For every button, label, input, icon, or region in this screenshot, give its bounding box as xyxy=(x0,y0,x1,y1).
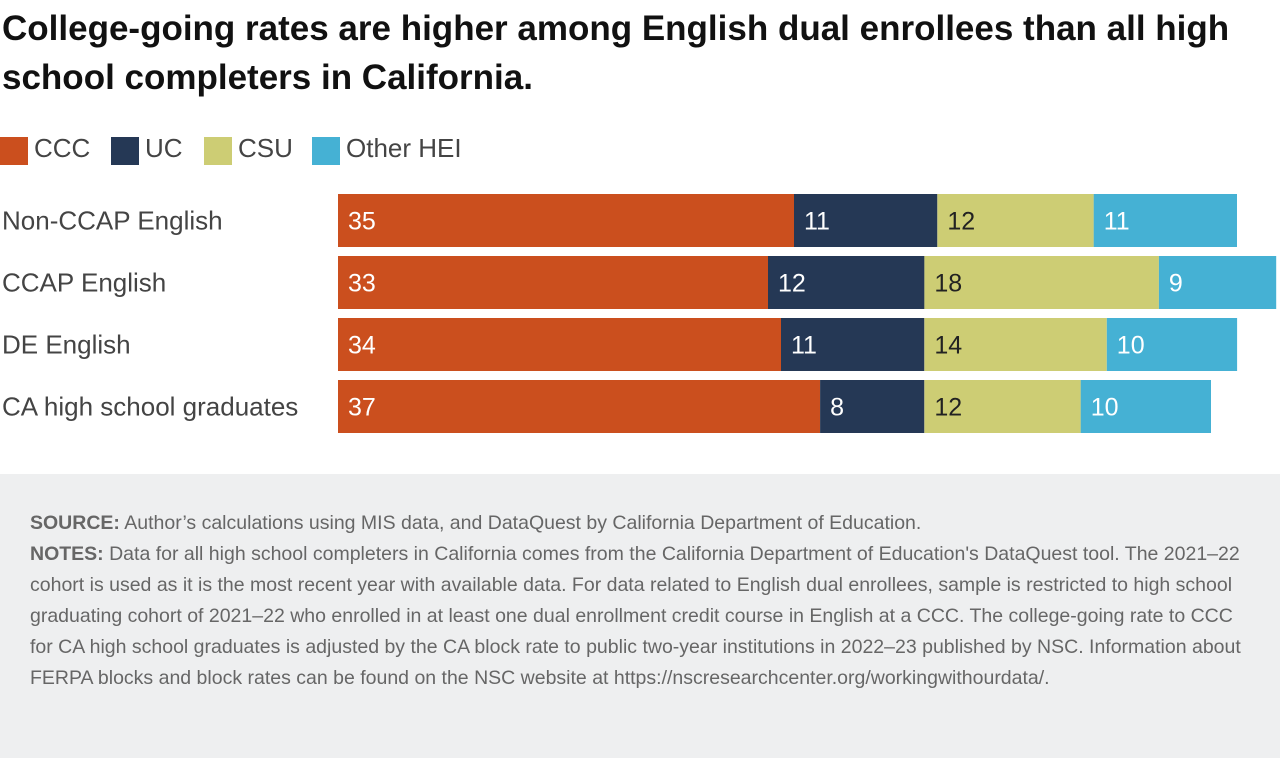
bar-value-label: 12 xyxy=(778,270,806,298)
bar-segment xyxy=(937,194,1094,247)
bar-value-label: 12 xyxy=(947,208,975,236)
category-label: Non-CCAP English xyxy=(2,206,223,236)
legend-label-ccc: CCC xyxy=(34,133,91,163)
bar-segment xyxy=(338,318,781,371)
bar-segment xyxy=(1093,194,1237,247)
notes-text: Data for all high school completers in C… xyxy=(30,543,1241,689)
bar-segment xyxy=(1106,318,1238,371)
category-label: CCAP English xyxy=(2,268,166,298)
bar-value-label: 18 xyxy=(934,270,962,298)
bar-value-label: 34 xyxy=(348,332,376,360)
bar-value-label: 14 xyxy=(934,332,962,360)
bar-segment xyxy=(338,256,768,309)
notes-lead: NOTES: xyxy=(30,543,104,565)
bar-value-label: 11 xyxy=(804,208,830,236)
bar-value-label: 10 xyxy=(1091,394,1119,422)
source-lead: SOURCE: xyxy=(30,512,120,534)
chart-footer: SOURCE: Author’s calculations using MIS … xyxy=(0,474,1280,758)
category-label: CA high school graduates xyxy=(2,392,298,422)
bar-segment xyxy=(338,194,794,247)
bar-segment xyxy=(794,194,938,247)
legend-swatch-ccc xyxy=(0,137,28,165)
bar-value-label: 12 xyxy=(934,394,962,422)
bar-value-label: 35 xyxy=(348,208,376,236)
bar-segment xyxy=(1158,256,1277,309)
source-note: SOURCE: Author’s calculations using MIS … xyxy=(30,508,1250,539)
bar-segment xyxy=(924,256,1159,309)
bar-value-label: 11 xyxy=(791,332,817,360)
source-text: Author’s calculations using MIS data, an… xyxy=(124,512,922,534)
legend-swatch-csu xyxy=(204,137,232,165)
bar-value-label: 11 xyxy=(1104,208,1130,236)
bar-segment xyxy=(820,380,925,433)
bar-value-label: 10 xyxy=(1117,332,1145,360)
stacked-bar-chart: Non-CCAP English 35 11 12 11 CCAP English 33 12… xyxy=(2,194,1277,433)
legend-label-csu: CSU xyxy=(238,133,293,163)
bar-segment xyxy=(338,380,821,433)
bar-segment xyxy=(924,318,1107,371)
notes: NOTES: Data for all high school complete… xyxy=(30,539,1250,694)
bar-value-label: 33 xyxy=(348,270,376,298)
legend-swatch-other-hei xyxy=(312,137,340,165)
bar-segment xyxy=(924,380,1081,433)
bar-value-label: 9 xyxy=(1169,270,1183,298)
bar-segment xyxy=(768,256,925,309)
chart-title: College-going rates are higher among Eng… xyxy=(2,9,1230,97)
bar-value-label: 8 xyxy=(830,394,844,422)
legend-swatch-uc xyxy=(111,137,139,165)
bar-segment xyxy=(781,318,925,371)
bar-segment xyxy=(1080,380,1211,433)
category-label: DE English xyxy=(2,330,131,360)
legend-label-other-hei: Other HEI xyxy=(346,133,462,163)
bar-value-label: 37 xyxy=(348,394,376,422)
legend-label-uc: UC xyxy=(145,133,183,163)
